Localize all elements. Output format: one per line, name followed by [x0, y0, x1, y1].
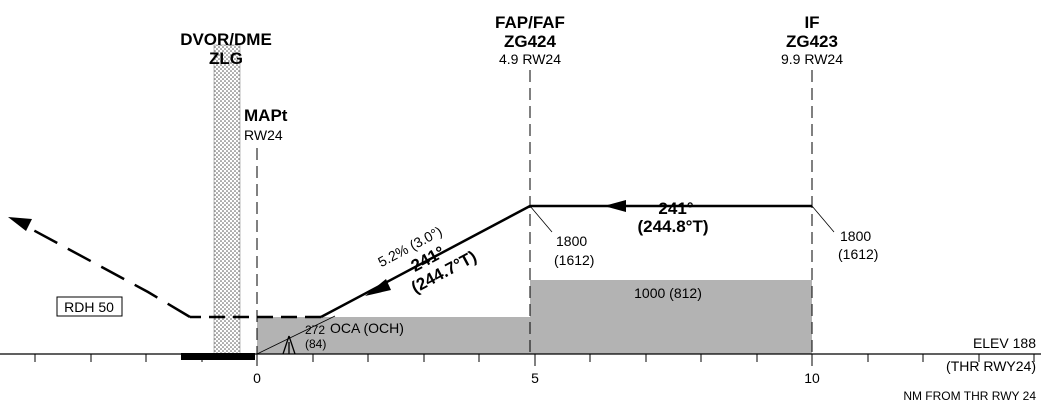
- inbound-true-track: (244.8°T): [637, 217, 708, 236]
- mapt-distance: RW24: [244, 127, 283, 143]
- missed-approach-path: [21, 222, 191, 319]
- threshold-slope-line: [256, 315, 336, 355]
- faf-name: FAP/FAF: [495, 13, 565, 32]
- if-distance: 9.9 RW24: [781, 51, 843, 67]
- axis-tick-label: 0: [253, 370, 261, 386]
- obstacle-height: (84): [305, 337, 326, 351]
- dvor-name: DVOR/DME: [180, 30, 272, 49]
- axis-tick-label: 10: [804, 370, 820, 386]
- elevation-reference: (THR RWY24): [946, 358, 1036, 374]
- missed-approach-arrow-icon: [8, 217, 32, 231]
- inbound-track: 241°: [658, 199, 693, 218]
- if-ident: ZG423: [786, 32, 838, 51]
- rdh-label: RDH 50: [64, 299, 114, 315]
- oca-label: OCA (OCH): [330, 320, 404, 336]
- if-name: IF: [804, 13, 819, 32]
- if-leader: [811, 205, 835, 233]
- faf-leader: [529, 205, 553, 233]
- axis-tick-label: 5: [531, 370, 539, 386]
- step-area: [530, 280, 812, 354]
- if-altitude: 1800: [840, 228, 871, 244]
- axis-ticks: [34, 354, 1035, 366]
- faf-distance: 4.9 RW24: [499, 51, 561, 67]
- mapt-name: MAPt: [244, 106, 288, 125]
- final-track-labels: 5.2% (3.0°) 241° (244.7°T): [375, 223, 480, 297]
- inbound-arrow-icon: [604, 200, 626, 212]
- obstacle-altitude: 272: [305, 323, 325, 337]
- step-altitude: 1000 (812): [634, 285, 702, 301]
- runway-bar: [181, 353, 255, 360]
- obstacle-icon: [282, 335, 296, 355]
- oca-area: [257, 317, 530, 354]
- faf-ident: ZG424: [504, 32, 557, 51]
- axis-title: NM FROM THR RWY 24: [903, 389, 1036, 403]
- faf-height: (1612): [554, 252, 594, 268]
- dvor-ident: ZLG: [209, 49, 243, 68]
- rdh-box: [56, 296, 123, 317]
- elevation-label: ELEV 188: [973, 335, 1036, 351]
- final-arrow-icon: [365, 279, 391, 296]
- if-height: (1612): [838, 246, 878, 262]
- dvor-band: [213, 44, 241, 355]
- faf-altitude: 1800: [556, 233, 587, 249]
